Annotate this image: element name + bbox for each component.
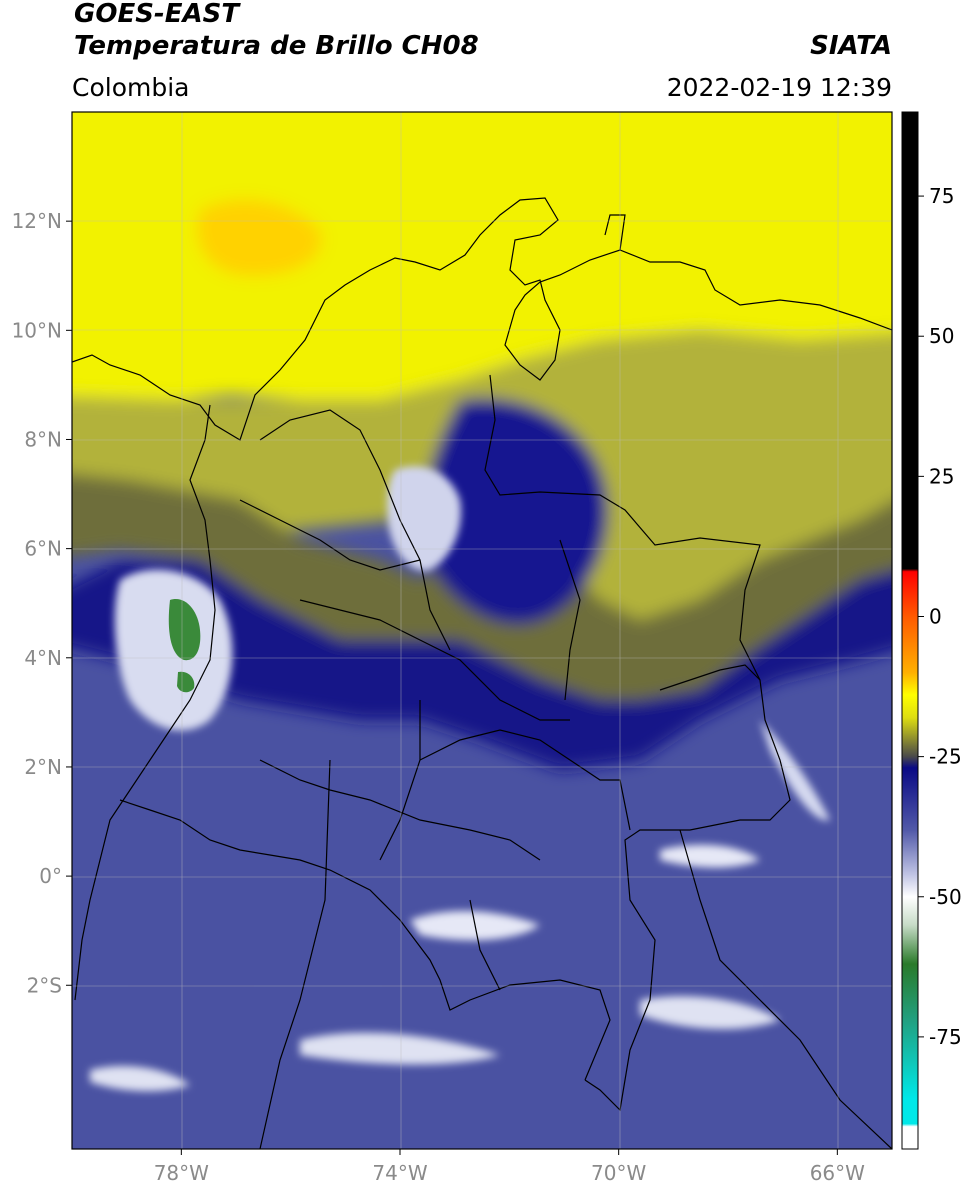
coastlines-and-borders bbox=[72, 197, 892, 1149]
cold-region-navy bbox=[72, 560, 892, 770]
warm-region-yellow bbox=[72, 112, 892, 410]
colorbar-tick-label: 25 bbox=[929, 464, 954, 488]
lat-tick-label: 0° bbox=[39, 864, 62, 888]
satellite-title: GOES-EAST bbox=[74, 0, 240, 29]
longitude-axis: 78°W 74°W 70°W 66°W bbox=[154, 1149, 865, 1185]
product-title: Temperatura de Brillo CH08 bbox=[74, 31, 479, 61]
brightness-temperature-field bbox=[72, 112, 892, 1149]
pacific-coast bbox=[74, 404, 216, 1001]
lon-tick-label: 70°W bbox=[591, 1161, 646, 1185]
lon-tick-label: 78°W bbox=[154, 1161, 209, 1185]
colorbar-tick-label: -25 bbox=[929, 745, 962, 769]
interior-4 bbox=[419, 729, 631, 831]
colombia-east-border bbox=[484, 374, 791, 1112]
colorbar-tick-label: 0 bbox=[929, 604, 942, 628]
cloud-streak-5 bbox=[90, 1065, 190, 1092]
colombia-south-border bbox=[119, 799, 611, 1081]
caribbean-coast bbox=[72, 197, 892, 441]
region-label: Colombia bbox=[72, 73, 190, 102]
interior-10 bbox=[379, 700, 421, 861]
lon-tick-label: 66°W bbox=[810, 1161, 865, 1185]
lat-tick-label: 6°N bbox=[24, 537, 62, 561]
cold-region-navy-center bbox=[422, 398, 608, 625]
interior-2 bbox=[239, 499, 421, 571]
venezuela-brazil-border bbox=[659, 664, 761, 691]
cloud-streak-6 bbox=[760, 720, 830, 821]
datetime-label: 2022-02-19 12:39 bbox=[666, 73, 892, 102]
lon-tick-label: 74°W bbox=[372, 1161, 427, 1185]
convective-core-center bbox=[387, 466, 461, 571]
gridlines bbox=[72, 112, 892, 1149]
warm-region-orange bbox=[196, 199, 322, 276]
colorbar-frame bbox=[901, 111, 919, 1150]
latitude-axis: 12°N 10°N 8°N 6°N 4°N 2°N 0° 2°S bbox=[12, 209, 72, 997]
convective-core-west bbox=[114, 569, 233, 731]
lat-tick-label: 10°N bbox=[12, 318, 62, 342]
cloud-streak-3 bbox=[640, 996, 780, 1030]
lat-tick-label: 12°N bbox=[12, 209, 62, 233]
cold-core-green-2 bbox=[177, 671, 195, 693]
cold-core-green-1 bbox=[168, 599, 201, 661]
interior-7 bbox=[604, 214, 626, 251]
lat-tick-label: 4°N bbox=[24, 646, 62, 670]
interior-11 bbox=[679, 829, 892, 1149]
colorbar-tick-label: -50 bbox=[929, 885, 962, 909]
colorbar-tick-label: 75 bbox=[929, 184, 954, 208]
agency-label: SIATA bbox=[810, 31, 892, 61]
interior-9 bbox=[469, 899, 501, 991]
colorbar bbox=[902, 112, 918, 1149]
colorbar-tick-label: 50 bbox=[929, 324, 954, 348]
interior-6 bbox=[559, 539, 581, 701]
cloud-streak-4 bbox=[660, 844, 760, 868]
interior-5 bbox=[259, 759, 541, 861]
interior-8 bbox=[259, 759, 331, 1149]
lat-tick-label: 2°N bbox=[24, 755, 62, 779]
colorbar-tick-label: -75 bbox=[929, 1025, 962, 1049]
colorbar-ticks: 75 50 25 0 -25 -50 -75 bbox=[918, 184, 962, 1049]
lat-tick-label: 2°S bbox=[27, 973, 62, 997]
interior-1 bbox=[259, 409, 451, 651]
interior-3 bbox=[299, 599, 570, 721]
cloud-streak-2 bbox=[300, 1032, 500, 1065]
map-frame bbox=[71, 111, 893, 1150]
lat-tick-label: 8°N bbox=[24, 427, 62, 451]
